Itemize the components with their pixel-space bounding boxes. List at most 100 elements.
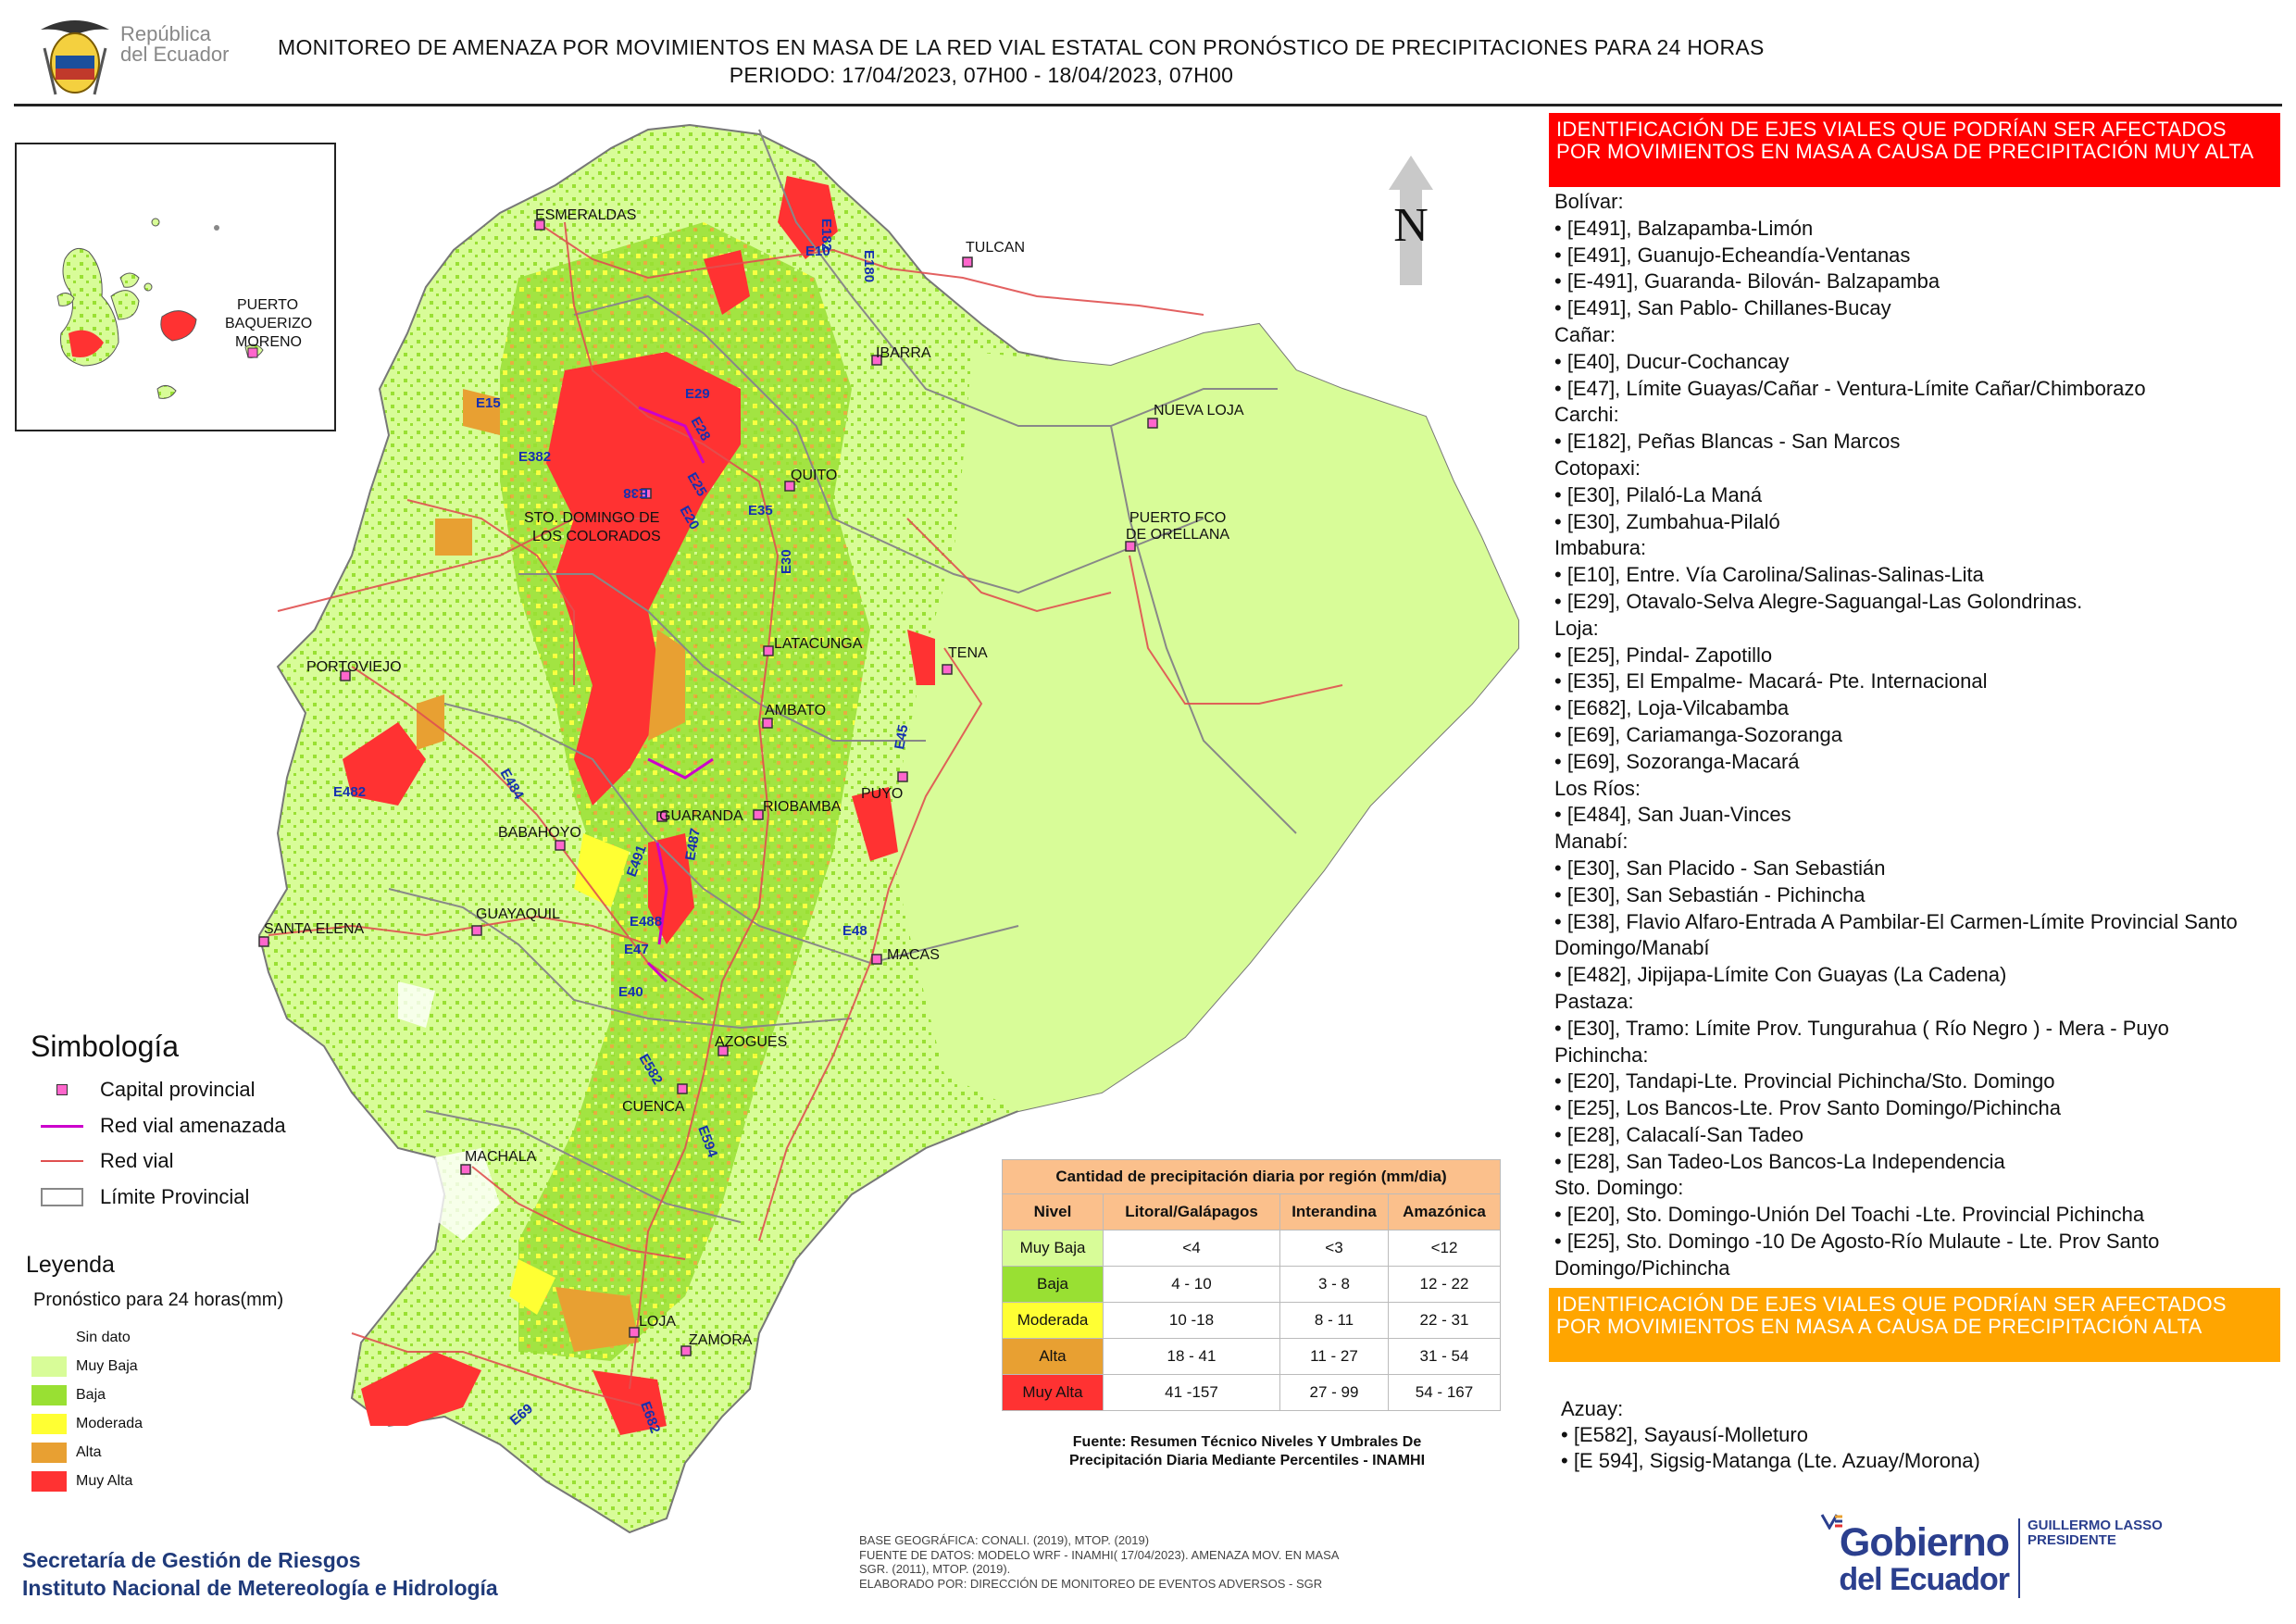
road-e30: E30	[779, 549, 794, 574]
precip-cell-interandina: 27 - 99	[1279, 1374, 1389, 1411]
precipitation-table: Cantidad de precipitación diaria por reg…	[1002, 1159, 1501, 1411]
precip-cell-nivel: Alta	[1002, 1338, 1104, 1375]
precip-cell-interandina: 11 - 27	[1279, 1338, 1389, 1375]
city-labels: ESMERALDAS TULCAN IBARRA NUEVA LOJA QUIT…	[264, 207, 1244, 1348]
legend-title: Leyenda	[26, 1252, 115, 1278]
legend-label: Muy Baja	[76, 1358, 138, 1374]
city-de-orellana: DE ORELLANA	[1126, 527, 1229, 543]
province-heading: Bolívar:	[1554, 190, 1624, 213]
precip-cell-litoral: 41 -157	[1103, 1374, 1280, 1411]
province-heading: Carchi:	[1554, 403, 1619, 427]
legend-swatch	[31, 1385, 67, 1405]
precip-row: Muy Baja <4 <3 <12	[1002, 1230, 1501, 1267]
road-segment-item: • [E28], Calacalí-San Tadeo	[1554, 1122, 1804, 1146]
credit-line: SGR. (2011), MTOP. (2019).	[859, 1562, 1011, 1576]
precip-row: Alta 18 - 41 11 - 27 31 - 54	[1002, 1338, 1501, 1375]
high-list: Azuay: • [E582], Sayausí-Molleturo • [E 59…	[1555, 1396, 1980, 1474]
city-esmeraldas: ESMERALDAS	[535, 207, 636, 223]
ecuador-map: PUERTO BAQUERIZO MORENO	[15, 123, 1519, 1534]
legend-subtitle: Pronóstico para 24 horas(mm)	[33, 1290, 284, 1310]
city-portoviejo: PORTOVIEJO	[306, 659, 402, 675]
road-segment-item: • [E47], Límite Guayas/Cañar - Ventura-L…	[1554, 376, 2146, 400]
header-divider	[14, 104, 2282, 106]
precip-cell-amazonica: 31 - 54	[1388, 1338, 1501, 1375]
boundary-icon	[39, 1188, 85, 1206]
legend-item: Sin dato	[31, 1326, 131, 1350]
city-puerto-fco: PUERTO FCO	[1129, 510, 1226, 526]
city-tena: TENA	[948, 645, 988, 661]
symbology-road: Red vial	[39, 1145, 173, 1177]
agency-credit: Secretaría de Gestión de Riesgos Institu…	[22, 1546, 498, 1602]
province-heading: Cotopaxi:	[1554, 456, 1641, 480]
precip-cell-amazonica: <12	[1388, 1230, 1501, 1267]
legend-item: Muy Alta	[31, 1469, 132, 1493]
road-segment-item: • [E69], Sozoranga-Macará	[1554, 749, 1800, 773]
road-e38: E38	[623, 485, 648, 501]
city-guaranda: GUARANDA	[659, 808, 743, 824]
legend-swatch	[31, 1443, 67, 1463]
city-guayaquil: GUAYAQUIL	[476, 906, 560, 922]
symbology-road-label: Red vial	[100, 1149, 174, 1172]
province-heading: Cañar:	[1554, 322, 1616, 346]
north-arrow: N	[1389, 156, 1433, 285]
city-markers	[258, 219, 1158, 1356]
city-azogues: AZOGUES	[715, 1034, 787, 1050]
city-puyo: PUYO	[861, 786, 903, 802]
col-nivel: Nivel	[1002, 1193, 1104, 1230]
city-los-colorados: LOS COLORADOS	[532, 529, 661, 544]
city-latacunga: LATACUNGA	[774, 636, 863, 652]
affected-roads-panel: IDENTIFICACIÓN DE EJES VIALES QUE PODRÍA…	[1549, 113, 2280, 1362]
precip-source-line1: Fuente: Resumen Técnico Niveles Y Umbral…	[1072, 1434, 1422, 1450]
precip-cell-litoral: <4	[1103, 1230, 1280, 1267]
legend-item: Muy Baja	[31, 1355, 138, 1379]
road-e488: E488	[630, 914, 662, 930]
precip-table-body: Muy Baja <4 <3 <12 Baja 4 - 10 3 - 8 12 - 22 Mod…	[1002, 1230, 1501, 1411]
road-segment-item: • [E40], Ducur-Cochancay	[1554, 349, 1790, 373]
city-sto-domingo: STO. DOMINGO DE	[524, 510, 659, 526]
city-machala: MACHALA	[465, 1149, 537, 1165]
road-segment-item: • [E35], El Empalme- Macará- Pte. Intern…	[1554, 669, 1988, 693]
mainland	[257, 123, 1519, 1534]
gobierno-line1: Gobierno	[1839, 1520, 2010, 1565]
president-block: GUILLERMO LASSO PRESIDENTE	[2028, 1518, 2163, 1548]
legend-label: Muy Alta	[76, 1473, 133, 1489]
city-cuenca: CUENCA	[622, 1099, 685, 1115]
road-e45: E45	[892, 723, 911, 750]
road-segment-item: • [E491], Balzapamba-Limón	[1554, 216, 1814, 240]
symbology-boundary-label: Límite Provincial	[100, 1185, 250, 1208]
col-litoral: Litoral/Galápagos	[1103, 1193, 1280, 1230]
precip-cell-amazonica: 54 - 167	[1388, 1374, 1501, 1411]
road-segment-item: • [E484], San Juan-Vinces	[1554, 803, 1791, 827]
precip-cell-nivel: Muy Alta	[1002, 1374, 1104, 1411]
road-segment-item: • [E682], Loja-Vilcabamba	[1554, 696, 1790, 720]
city-ambato: AMBATO	[765, 703, 826, 718]
province-heading: Los Ríos:	[1554, 776, 1641, 800]
col-interandina: Interandina	[1279, 1193, 1389, 1230]
president-title: PRESIDENTE	[2028, 1532, 2116, 1548]
province-heading: Sto. Domingo:	[1554, 1176, 1684, 1200]
page-title: MONITOREO DE AMENAZA POR MOVIMIENTOS EN …	[278, 33, 1764, 89]
road-e40: E40	[618, 984, 643, 1000]
road-segment-item: • [E582], Sayausí-Molleturo	[1561, 1423, 1808, 1446]
legend-label: Moderada	[76, 1416, 144, 1431]
road-e487: E487	[682, 827, 704, 861]
road-segment-item: • [E182], Peñas Blancas - San Marcos	[1554, 430, 1901, 454]
puerto-baquerizo-marker	[247, 347, 258, 358]
precip-cell-interandina: <3	[1279, 1230, 1389, 1267]
road-icon	[39, 1152, 85, 1170]
road-segment-item: • [E482], Jipijapa-Límite Con Guayas (La…	[1554, 963, 2007, 987]
road-segment-item: • [E69], Cariamanga-Sozoranga	[1554, 722, 1842, 746]
road-segment-item: • [E 594], Sigsig-Matanga (Lte. Azuay/Mo…	[1561, 1449, 1980, 1472]
high-header: IDENTIFICACIÓN DE EJES VIALES QUE PODRÍA…	[1549, 1287, 2280, 1362]
road-segment-item: • [E30], Tramo: Límite Prov. Tungurahua …	[1554, 1016, 2169, 1040]
road-segment-item: • [E38], Flavio Alfaro-Entrada A Pambila…	[1554, 909, 2238, 960]
road-e29: E29	[685, 386, 710, 402]
road-e47: E47	[624, 942, 649, 957]
precip-source-line2: Precipitación Diaria Mediante Percentile…	[1068, 1453, 1426, 1468]
precip-cell-nivel: Muy Baja	[1002, 1230, 1104, 1267]
agency-line1: Secretaría de Gestión de Riesgos	[22, 1548, 361, 1572]
road-segment-item: • [E491], Guanujo-Echeandía-Ventanas	[1554, 243, 1911, 267]
legend-swatch	[31, 1328, 67, 1348]
city-zamora: ZAMORA	[689, 1332, 753, 1348]
precip-cell-amazonica: 12 - 22	[1388, 1266, 1501, 1303]
